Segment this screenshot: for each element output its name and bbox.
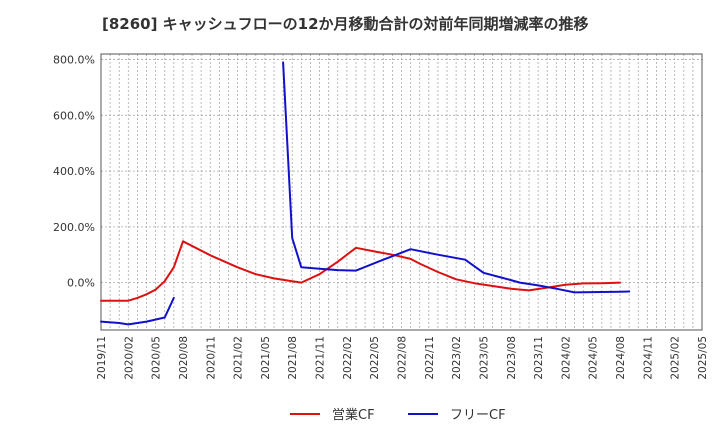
x-tick-label: 2022/05: [369, 336, 381, 380]
y-tick-label: 600.0%: [53, 109, 95, 122]
y-tick-label: 0.0%: [67, 277, 95, 290]
legend: 営業CF フリーCF: [290, 407, 506, 423]
x-tick-label: 2023/05: [478, 336, 490, 380]
x-tick-label: 2021/02: [233, 336, 245, 380]
x-tick-label: 2019/11: [96, 336, 108, 380]
x-tick-label: 2025/05: [697, 336, 709, 380]
y-tick-label: 800.0%: [53, 54, 95, 67]
series-lines: [100, 61, 631, 326]
free-cf-line: [282, 61, 631, 294]
x-tick-label: 2024/11: [642, 336, 654, 380]
x-tick-label: 2025/02: [670, 336, 682, 380]
x-tick-label: 2022/02: [342, 336, 354, 380]
chart-title: [8260] キャッシュフローの12か月移動合計の対前年同期増減率の推移: [102, 15, 589, 33]
x-tick-label: 2024/02: [560, 336, 572, 380]
free-cf-line: [100, 296, 175, 326]
x-tick-label: 2022/11: [424, 336, 436, 380]
x-tick-label: 2023/08: [506, 336, 518, 380]
plot-border: [100, 53, 703, 331]
x-axis: 2019/11 2020/02 2020/05 2020/08 2020/11 2021/…: [96, 336, 709, 380]
x-tick-label: 2021/08: [287, 336, 299, 380]
operating-cf-line: [100, 240, 621, 302]
x-tick-label: 2020/08: [178, 336, 190, 380]
x-tick-label: 2024/05: [588, 336, 600, 380]
grid: [100, 54, 703, 330]
legend-label-operating-cf: 営業CF: [332, 407, 375, 423]
y-axis: 0.0% 200.0% 400.0% 600.0% 800.0%: [53, 54, 95, 290]
x-tick-label: 2023/11: [533, 336, 545, 380]
x-tick-label: 2024/08: [615, 336, 627, 380]
x-tick-label: 2021/05: [260, 336, 272, 380]
x-tick-label: 2021/11: [315, 336, 327, 380]
y-tick-label: 400.0%: [53, 165, 95, 178]
x-tick-label: 2020/11: [205, 336, 217, 380]
x-tick-label: 2020/02: [123, 336, 135, 380]
x-tick-label: 2023/02: [451, 336, 463, 380]
x-tick-label: 2020/05: [151, 336, 163, 380]
legend-label-free-cf: フリーCF: [450, 408, 506, 423]
x-tick-label: 2022/08: [397, 336, 409, 380]
y-tick-label: 200.0%: [53, 221, 95, 234]
